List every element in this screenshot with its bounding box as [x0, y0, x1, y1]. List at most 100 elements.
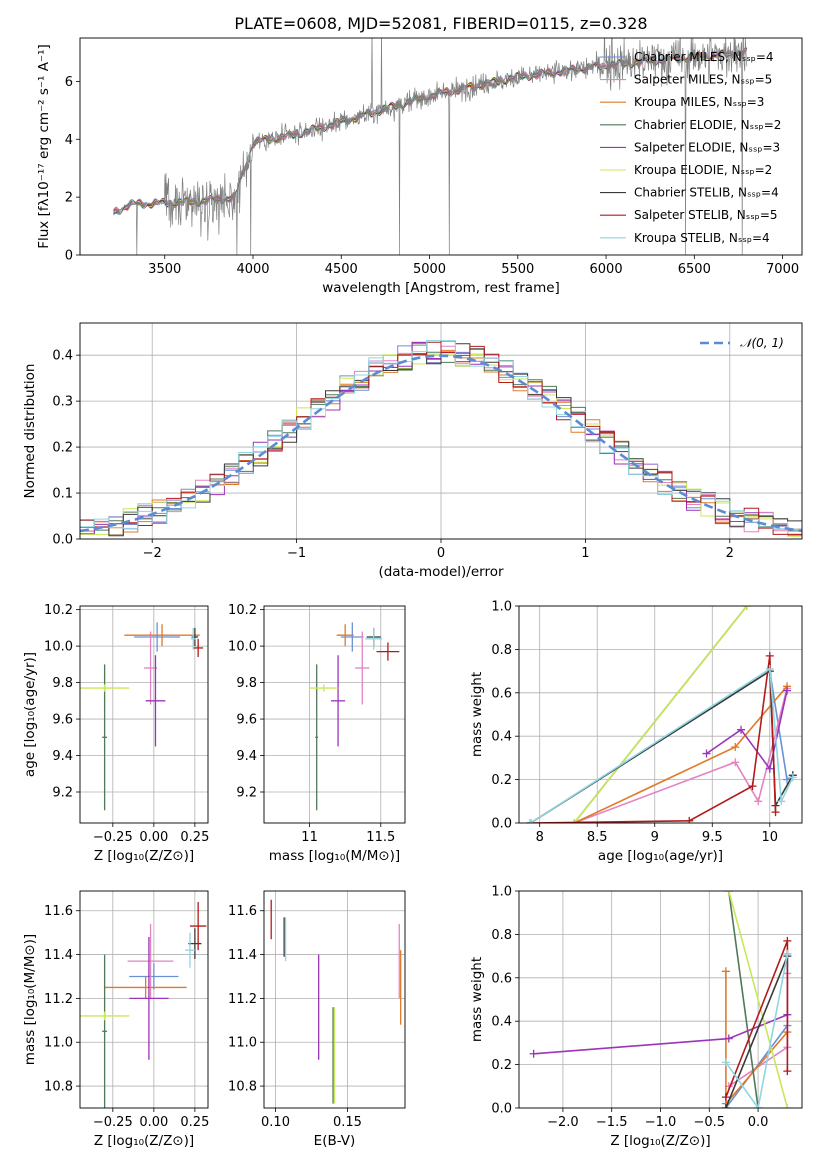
- weight_vs_Z-ytick-label: 0.4: [491, 1015, 512, 1030]
- age_vs_Z-xlabel: Z [log₁₀(Z/Z⊙)]: [94, 848, 194, 864]
- spectrum-xtick-label: 5000: [413, 262, 446, 277]
- age_vs_Z-xtick-label: −0.25: [93, 830, 133, 845]
- hist-legend-label: 𝒩(0, 1): [740, 336, 784, 350]
- hist-plot: [80, 340, 802, 537]
- hist-xtick-label: 0: [437, 546, 445, 561]
- weight_vs_Z-ylabel: mass weight: [469, 957, 485, 1042]
- age_vs_Z-ylabel: age [log₁₀(age/yr)]: [22, 652, 38, 777]
- weight_vs_age-ytick-label: 1.0: [491, 600, 512, 615]
- weight_vs_Z-frame: [518, 890, 803, 1109]
- weight_vs_age-line-kroupa-elodie: [573, 606, 748, 823]
- weight_vs_age-xtick-label: 8: [536, 830, 544, 845]
- mass_vs_ebv-xtick-label: 0.10: [261, 1115, 290, 1130]
- mass_vs_ebv-plot: [270, 899, 402, 1104]
- mass_vs_Z-xlabel: Z [log₁₀(Z/Z⊙)]: [94, 1133, 194, 1149]
- age_vs_Z-ytick-label: 9.8: [52, 676, 73, 691]
- weight_vs_age-marker-salpeter-elodie: [702, 749, 711, 758]
- hist-ytick-label: 0.4: [52, 349, 73, 364]
- age_vs_mass-ytick-label: 9.2: [236, 786, 257, 801]
- spectrum-xtick-label: 4500: [325, 262, 358, 277]
- weight_vs_Z-line-chabrier-elodie: [728, 891, 759, 1108]
- mass_vs_ebv-axes: 0.10 0.15 10.8 11.0 11.2 11.4 11.6 E(B-V): [228, 891, 405, 1149]
- spectrum-xtick-label: 6000: [590, 262, 623, 277]
- weight_vs_Z-marker-salpeter-elodie: [724, 1034, 733, 1043]
- weight_vs_Z-marker-kroupa-miles: [721, 967, 730, 976]
- weight_vs_Z-marker-kroupa-stelib: [754, 1104, 763, 1108]
- mass_vs_Z-xtick-label: 0.00: [139, 1115, 168, 1130]
- weight_vs_age-ylabel: mass weight: [469, 672, 485, 757]
- mass_vs_Z-ytick-label: 11.2: [44, 992, 73, 1007]
- weight_vs_Z-plot: [529, 891, 792, 1108]
- mass_vs_Z-axes: −0.25 0.00 0.25 10.8 11.0 11.2 11.4 11.6 Z [log₁…: [22, 891, 209, 1149]
- weight_vs_age-ytick-label: 0.0: [491, 817, 512, 832]
- weight_vs_Z-marker-salpeter-stelib: [783, 936, 792, 945]
- age_vs_Z-plot: [80, 622, 204, 811]
- mass_vs_Z-xtick-label: −0.25: [93, 1115, 133, 1130]
- mass_vs_Z-xtick-label: 0.25: [180, 1115, 209, 1130]
- legend-label: Salpeter STELIB, Nₛₛₚ=5: [634, 208, 778, 222]
- weight_vs_Z-marker-kroupa-elodie: [724, 891, 733, 895]
- age_vs_mass-ytick-label: 9.8: [236, 676, 257, 691]
- age_vs_mass-frame: [263, 605, 406, 824]
- spectrum-plot: [113, 38, 748, 255]
- weight_vs_age-marker-kroupa-miles: [731, 743, 740, 752]
- age_vs_mass-axes: 11 11.5 9.2 9.4 9.6 9.8 10.0 10.2 mass [log₁₀(M/…: [228, 603, 405, 864]
- age_vs_mass-ytick-label: 9.4: [236, 749, 257, 764]
- age_vs_Z-axes: −0.25 0.00 0.25 9.2 9.4 9.6 9.8 10.0 10.2 Z [log₁…: [22, 603, 209, 864]
- weight_vs_age-marker-salpeter-miles: [731, 758, 740, 767]
- weight_vs_Z-xlabel: Z [log₁₀(Z/Z⊙)]: [610, 1133, 710, 1149]
- weight_vs_Z-xtick-label: −0.5: [694, 1115, 726, 1130]
- spectrum-axes: 3500 4000 4500 5000 5500 6000 6500 7000 0 2 4 6 wave…: [36, 44, 799, 296]
- weight_vs_Z-ytick-label: 0.2: [491, 1058, 512, 1073]
- hist-xtick-label: 1: [581, 546, 589, 561]
- weight_vs_Z-xtick-label: −2.0: [547, 1115, 579, 1130]
- weight_vs_age-xtick-label: 8.5: [587, 830, 608, 845]
- spectrum-xtick-label: 7000: [766, 262, 799, 277]
- weight_vs_age-ytick-label: 0.4: [491, 730, 512, 745]
- weight_vs_Z-marker-salpeter-stelib: [721, 1093, 730, 1102]
- weight_vs_age-marker-salpeter-stelib: [685, 816, 694, 823]
- weight_vs_age-line-kroupa-miles: [573, 685, 788, 823]
- legend-label: Kroupa MILES, Nₛₛₚ=3: [634, 95, 764, 109]
- weight_vs_age-line-kroupa-stelib: [530, 667, 794, 823]
- weight_vs_age-marker-salpeter-stelib: [765, 651, 774, 660]
- weight_vs_Z-axes: −2.0 −1.5 −1.0 −0.5 0.0 0.0 0.2 0.4 0.6 0.8 1.0 Z […: [469, 885, 802, 1149]
- spectrum-ytick-label: 6: [65, 75, 73, 90]
- figure-title: PLATE=0608, MJD=52081, FIBERID=0115, z=0…: [234, 14, 647, 33]
- hist-xtick-label: −2: [143, 546, 162, 561]
- hist-legend: 𝒩(0, 1): [700, 336, 784, 350]
- age_vs_mass-ytick-label: 9.6: [236, 713, 257, 728]
- weight_vs_age-ytick-label: 0.2: [491, 773, 512, 788]
- hist-xtick-label: 2: [726, 546, 734, 561]
- weight_vs_age-marker-kroupa-stelib: [526, 819, 535, 823]
- normal-curve: [80, 354, 802, 533]
- age_vs_Z-xtick-label: 0.00: [139, 830, 168, 845]
- weight_vs_age-marker-kroupa-stelib: [777, 797, 786, 806]
- weight_vs_age-plot: [526, 606, 797, 823]
- spectrum-xlabel: wavelength [Angstrom, rest frame]: [322, 280, 560, 296]
- mass_vs_ebv-frame: [263, 890, 406, 1109]
- age_vs_Z-frame: [79, 605, 209, 824]
- panels: 3500 4000 4500 5000 5500 6000 6500 7000 0 2 4 6 wave…: [22, 37, 803, 1149]
- legend-label: Salpeter MILES, Nₛₛₚ=5: [634, 73, 772, 87]
- mass_vs_Z-frame: [79, 890, 209, 1109]
- mass_vs_ebv-ytick-label: 11.0: [228, 1036, 257, 1051]
- weight_vs_age-line-salpeter-elodie: [706, 690, 788, 771]
- mass_vs_ebv-ytick-label: 11.2: [228, 992, 257, 1007]
- spectrum-xtick-label: 3500: [148, 262, 181, 277]
- hist-frame: [79, 322, 803, 540]
- legend-label: Salpeter ELODIE, Nₛₛₚ=3: [634, 140, 780, 154]
- spectrum-legend: Chabrier MILES, Nₛₛₚ=4 Salpeter MILES, Nₛ…: [600, 50, 781, 245]
- age_vs_Z-xtick-label: 0.25: [180, 830, 209, 845]
- weight_vs_age-marker-salpeter-elodie: [783, 686, 792, 695]
- legend-label: Chabrier ELODIE, Nₛₛₚ=2: [634, 118, 781, 132]
- mass_vs_Z-ytick-label: 11.4: [44, 948, 73, 963]
- age_vs_mass-xtick-label: 11.5: [366, 830, 395, 845]
- weight_vs_Z-ytick-label: 0.6: [491, 971, 512, 986]
- age_vs_Z-ytick-label: 9.2: [52, 786, 73, 801]
- age_vs_mass-xlabel: mass [log₁₀(M/M⊙)]: [269, 848, 400, 864]
- legend-label: Kroupa STELIB, Nₛₛₚ=4: [634, 231, 770, 245]
- weight_vs_Z-marker-kroupa-stelib: [783, 949, 792, 958]
- hist-xlabel: (data-model)/error: [378, 564, 504, 580]
- weight_vs_age-marker-salpeter-stelib: [748, 782, 757, 791]
